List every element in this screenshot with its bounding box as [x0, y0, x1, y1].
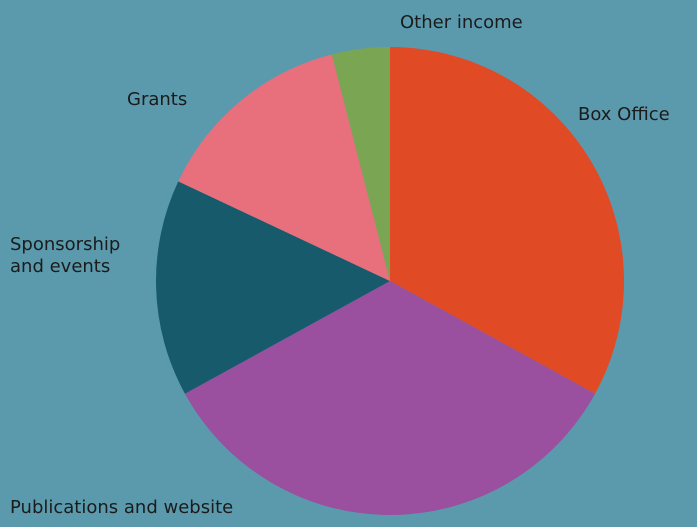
slice-label: Sponsorship and events: [10, 234, 121, 277]
slice-label: Grants: [127, 89, 188, 110]
pie-slice: [178, 54, 390, 282]
slice-label: Publications and website: [10, 497, 234, 518]
slice-label: Box Office: [578, 104, 670, 125]
pie-slice: [184, 281, 596, 515]
pie-slice: [390, 47, 625, 394]
pie-slice: [331, 47, 390, 281]
slice-label: Other income: [400, 12, 523, 33]
pie-slice: [156, 181, 390, 394]
